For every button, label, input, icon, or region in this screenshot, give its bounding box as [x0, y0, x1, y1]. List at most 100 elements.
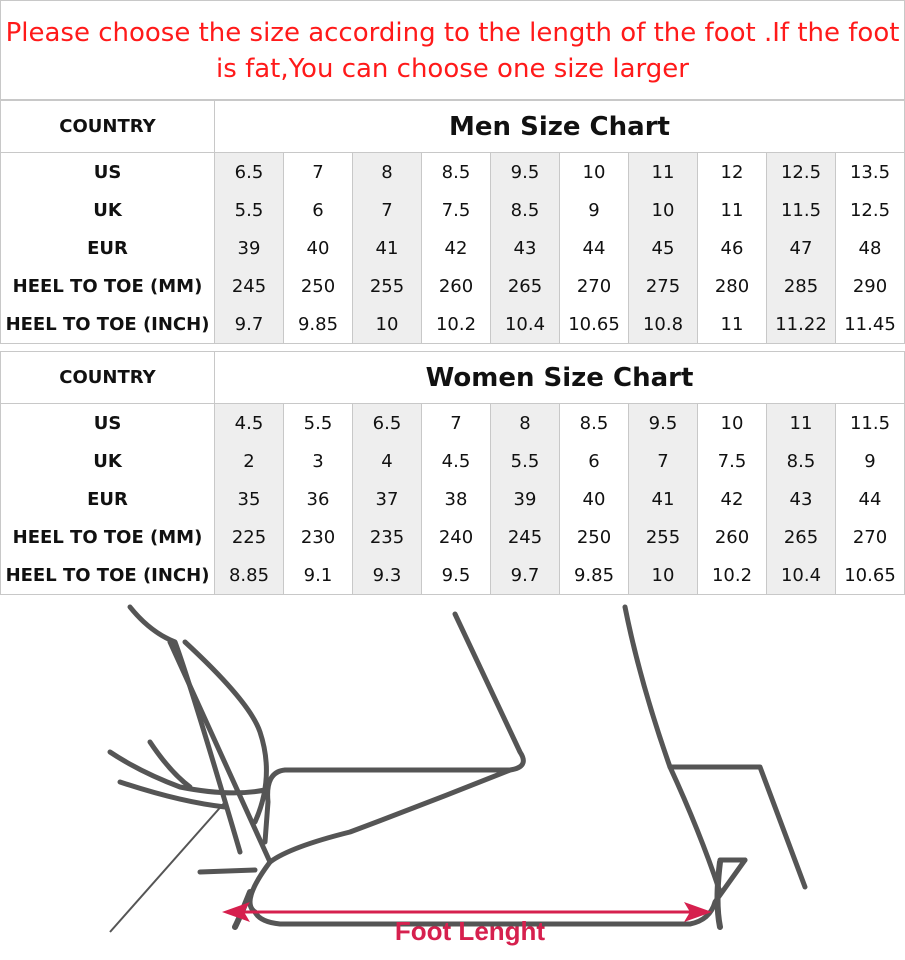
size-cell: 11 [766, 403, 836, 442]
size-cell: 10.65 [559, 305, 629, 344]
size-cell: 40 [283, 229, 353, 267]
size-cell: 255 [352, 267, 422, 305]
country-header: COUNTRY [0, 351, 215, 404]
size-cell: 8 [490, 403, 560, 442]
size-cell: 13.5 [835, 152, 905, 191]
size-cell: 37 [352, 480, 422, 518]
size-cell: 8.5 [421, 152, 491, 191]
size-cell: 40 [559, 480, 629, 518]
row-label: US [0, 403, 215, 442]
size-cell: 275 [628, 267, 698, 305]
size-row: US 4.5 5.5 6.5 7 8 8.5 9.5 10 11 11.5 [0, 403, 905, 442]
size-cell: 8.5 [559, 403, 629, 442]
size-cell: 44 [835, 480, 905, 518]
size-cell: 265 [490, 267, 560, 305]
size-cell: 260 [421, 267, 491, 305]
size-cell: 43 [766, 480, 836, 518]
size-cell: 41 [352, 229, 422, 267]
size-cell: 10.2 [421, 305, 491, 344]
size-cell: 11.22 [766, 305, 836, 344]
size-cell: 4 [352, 442, 422, 480]
size-cell: 41 [628, 480, 698, 518]
size-cell: 4.5 [421, 442, 491, 480]
foot-length-caption: Foot Lenght [395, 916, 546, 946]
row-label: HEEL TO TOE (MM) [0, 267, 215, 305]
size-cell: 9 [835, 442, 905, 480]
row-label: UK [0, 442, 215, 480]
size-cell: 5.5 [214, 191, 284, 229]
foot-drawing [107, 604, 808, 930]
size-cell: 9.5 [421, 556, 491, 595]
size-cell: 10 [352, 305, 422, 344]
size-row: HEEL TO TOE (MM) 225 230 235 240 245 250 255 260… [0, 518, 905, 556]
size-cell: 9.85 [559, 556, 629, 595]
size-cell: 9.3 [352, 556, 422, 595]
size-cell: 5.5 [283, 403, 353, 442]
row-label: HEEL TO TOE (MM) [0, 518, 215, 556]
men-size-table: COUNTRY Men Size Chart US 6.5 7 8 8.5 9.5 10 11 12… [0, 100, 905, 344]
size-row: HEEL TO TOE (INCH) 8.85 9.1 9.3 9.5 9.7 9.85 10… [0, 556, 905, 595]
size-cell: 9.1 [283, 556, 353, 595]
size-cell: 10.8 [628, 305, 698, 344]
size-cell: 9.7 [214, 305, 284, 344]
size-cell: 5.5 [490, 442, 560, 480]
size-cell: 8.85 [214, 556, 284, 595]
size-cell: 48 [835, 229, 905, 267]
size-cell: 39 [214, 229, 284, 267]
size-cell: 11.45 [835, 305, 905, 344]
chart-title: Men Size Chart [214, 100, 905, 153]
size-row: US 6.5 7 8 8.5 9.5 10 11 12 12.5 13.5 [0, 152, 905, 191]
row-label: HEEL TO TOE (INCH) [0, 305, 215, 344]
size-cell: 4.5 [214, 403, 284, 442]
row-label: UK [0, 191, 215, 229]
size-cell: 3 [283, 442, 353, 480]
size-cell: 6.5 [214, 152, 284, 191]
size-cell: 12 [697, 152, 767, 191]
size-cell: 260 [697, 518, 767, 556]
size-row: UK 2 3 4 4.5 5.5 6 7 7.5 8.5 9 [0, 442, 905, 480]
size-row: EUR 39 40 41 42 43 44 45 46 47 48 [0, 229, 905, 267]
length-arrow [222, 902, 712, 922]
size-cell: 11 [697, 305, 767, 344]
size-cell: 12.5 [766, 152, 836, 191]
size-row: HEEL TO TOE (MM) 245 250 255 260 265 270 275 280… [0, 267, 905, 305]
size-cell: 10 [628, 556, 698, 595]
row-label: US [0, 152, 215, 191]
size-cell: 10.4 [490, 305, 560, 344]
size-advice-notice: Please choose the size according to the … [0, 0, 905, 100]
size-cell: 9.5 [490, 152, 560, 191]
size-cell: 10 [628, 191, 698, 229]
size-cell: 44 [559, 229, 629, 267]
size-cell: 7.5 [421, 191, 491, 229]
ruler-edge [109, 801, 226, 933]
size-cell: 10.4 [766, 556, 836, 595]
size-cell: 11.5 [835, 403, 905, 442]
size-cell: 9.85 [283, 305, 353, 344]
row-label: HEEL TO TOE (INCH) [0, 556, 215, 595]
size-cell: 270 [559, 267, 629, 305]
size-cell: 290 [835, 267, 905, 305]
size-cell: 10.65 [835, 556, 905, 595]
size-cell: 9.7 [490, 556, 560, 595]
size-cell: 7.5 [697, 442, 767, 480]
size-cell: 36 [283, 480, 353, 518]
country-header: COUNTRY [0, 100, 215, 153]
size-cell: 7 [628, 442, 698, 480]
size-cell: 11 [697, 191, 767, 229]
chart-title: Women Size Chart [214, 351, 905, 404]
size-cell: 6.5 [352, 403, 422, 442]
size-cell: 250 [559, 518, 629, 556]
size-cell: 6 [283, 191, 353, 229]
size-cell: 240 [421, 518, 491, 556]
size-cell: 39 [490, 480, 560, 518]
size-row: UK 5.5 6 7 7.5 8.5 9 10 11 11.5 12.5 [0, 191, 905, 229]
size-cell: 7 [283, 152, 353, 191]
row-label: EUR [0, 480, 215, 518]
size-cell: 38 [421, 480, 491, 518]
size-cell: 270 [835, 518, 905, 556]
size-cell: 11 [628, 152, 698, 191]
size-cell: 280 [697, 267, 767, 305]
size-cell: 7 [352, 191, 422, 229]
size-cell: 10 [697, 403, 767, 442]
size-cell: 6 [559, 442, 629, 480]
